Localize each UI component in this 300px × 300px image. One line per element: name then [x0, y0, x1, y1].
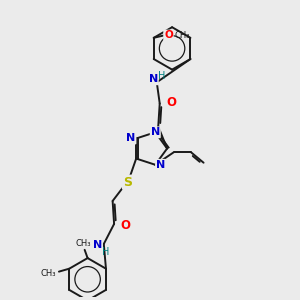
Text: N: N: [148, 74, 158, 84]
Text: CH₃: CH₃: [175, 31, 190, 40]
Text: O: O: [120, 219, 130, 232]
Text: H: H: [158, 71, 166, 81]
Text: CH₃: CH₃: [41, 268, 56, 278]
Text: N: N: [151, 127, 160, 137]
Text: N: N: [93, 240, 102, 250]
Text: N: N: [126, 134, 136, 143]
Text: CH₃: CH₃: [75, 239, 91, 248]
Text: S: S: [123, 176, 132, 189]
Text: O: O: [164, 31, 173, 40]
Text: O: O: [166, 95, 176, 109]
Text: H: H: [102, 247, 109, 257]
Text: N: N: [156, 160, 165, 170]
